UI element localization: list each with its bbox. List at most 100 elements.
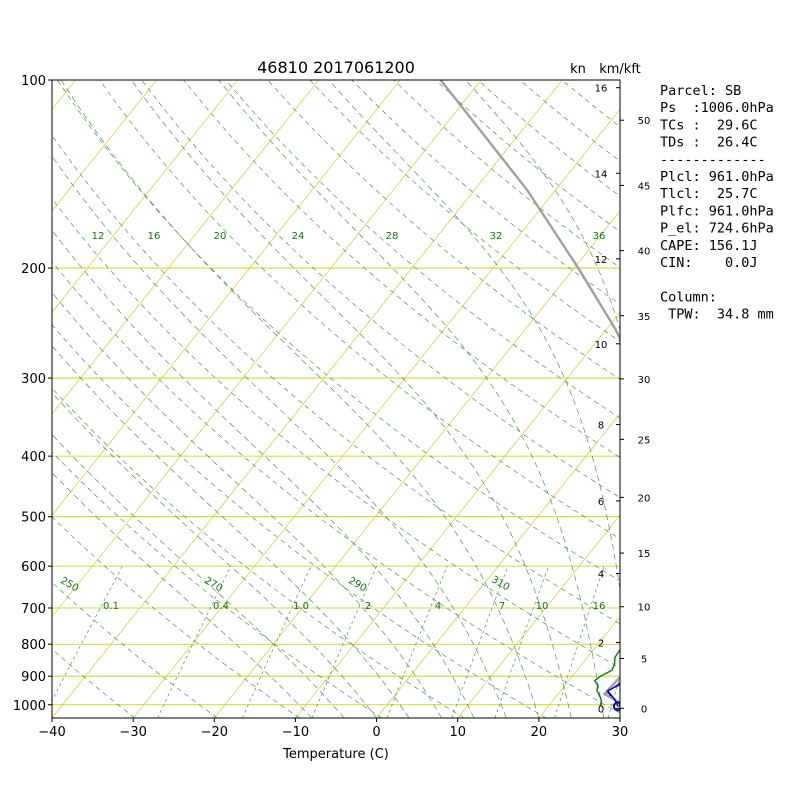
mixing-ratio-line xyxy=(554,566,605,718)
x-axis-label: Temperature (C) xyxy=(282,747,389,762)
pressure-tick-label: 300 xyxy=(21,372,46,387)
moist-adiabat xyxy=(218,80,605,718)
moist-adiabat-label: 12 xyxy=(92,231,105,242)
moist-adiabat-label: 28 xyxy=(386,231,399,242)
mixing-ratio-label: 7 xyxy=(499,601,505,612)
info-line: Plcl: 961.0hPa xyxy=(660,169,774,185)
mixing-ratio-label: 1.0 xyxy=(293,601,309,612)
mixing-ratio-label: 4 xyxy=(435,601,441,612)
dry-adiabat xyxy=(52,717,53,718)
x-tick-label: −20 xyxy=(201,725,228,740)
parcel-profile-line xyxy=(439,80,620,705)
moist-adiabat xyxy=(52,472,312,718)
x-tick-label: −40 xyxy=(38,725,65,740)
kft-tick-label: 15 xyxy=(638,549,651,560)
info-line: TDs : 26.4C xyxy=(660,135,758,151)
profile-layer xyxy=(439,80,679,712)
mixing-ratio-label: 0.1 xyxy=(103,601,119,612)
dry-adiabat xyxy=(52,198,620,669)
pressure-tick-label: 700 xyxy=(21,602,46,617)
dry-adiabat xyxy=(57,80,620,582)
plot-frame xyxy=(51,79,621,719)
dry-adiabat xyxy=(267,80,620,380)
kft-tick-label: 30 xyxy=(638,375,651,386)
moist-adiabat xyxy=(52,292,442,718)
temperature-profile-line xyxy=(606,683,620,707)
km-tick-label: 16 xyxy=(595,84,608,95)
kft-tick-label: 25 xyxy=(638,435,651,446)
moist-adiabat xyxy=(328,80,620,592)
info-line: CIN: 0.0J xyxy=(660,255,758,271)
moist-adiabat xyxy=(52,155,507,718)
mixing-ratio-line xyxy=(494,566,549,718)
isotherm xyxy=(214,210,620,718)
mixing-ratio-line xyxy=(242,566,312,718)
pressure-tick-label: 100 xyxy=(21,74,46,89)
kft-tick-label: 40 xyxy=(638,247,651,258)
moist-adiabat xyxy=(60,80,540,718)
pressure-tick-label: 1000 xyxy=(13,699,46,714)
info-line: P_el: 724.6hPa xyxy=(660,221,774,237)
km-tick-label: 10 xyxy=(595,340,608,351)
info-line: Plfc: 961.0hPa xyxy=(660,203,774,219)
pressure-tick-label: 900 xyxy=(21,670,46,685)
mixing-ratio-label: 10 xyxy=(536,601,549,612)
moist-adiabat xyxy=(131,80,572,718)
kft-tick-label: 45 xyxy=(638,181,651,192)
info-line: Ps :1006.0hPa xyxy=(660,100,774,116)
kn-label: kn xyxy=(570,62,586,77)
chart-title: 46810 2017061200 xyxy=(257,58,415,77)
mixing-ratio-line xyxy=(451,566,509,718)
isotherm xyxy=(295,311,620,718)
mixing-ratio-label: 16 xyxy=(593,601,606,612)
kft-tick-label: 0 xyxy=(641,704,647,715)
km-tick-label: 14 xyxy=(595,169,608,180)
x-tick-label: 20 xyxy=(531,725,548,740)
dry-adiabat xyxy=(52,516,300,718)
isotherm xyxy=(52,80,482,618)
moist-adiabat-label: 20 xyxy=(214,231,227,242)
pressure-tick-label: 600 xyxy=(21,560,46,575)
info-line: TPW: 34.8 mm xyxy=(660,307,774,323)
pressure-tick-label: 400 xyxy=(21,450,46,465)
pressure-tick-label: 200 xyxy=(21,262,46,277)
dry-adiabat xyxy=(183,80,620,458)
x-tick-label: −30 xyxy=(119,725,146,740)
moist-adiabat-label: 24 xyxy=(292,231,305,242)
kft-tick-label: 35 xyxy=(638,312,651,323)
info-line: TCs : 29.6C xyxy=(660,117,758,133)
isotherm xyxy=(132,108,620,718)
x-tick-label: 30 xyxy=(612,725,629,740)
kft-tick-label: 20 xyxy=(638,493,651,504)
dry-adiabat xyxy=(52,261,620,714)
kft-tick-label: 10 xyxy=(638,603,651,614)
dry-adiabat xyxy=(309,80,620,342)
moist-adiabat-label: 16 xyxy=(148,231,161,242)
km-tick-label: 12 xyxy=(595,255,608,266)
surface-marker xyxy=(612,701,620,712)
mixing-ratio-label: 2 xyxy=(365,601,371,612)
km-tick-label: 4 xyxy=(598,569,604,580)
dry-adiabat xyxy=(52,451,382,718)
dewpoint-profile-line xyxy=(593,648,620,707)
x-tick-label: 0 xyxy=(372,725,380,740)
dry-adiabat xyxy=(52,324,547,718)
isotherm xyxy=(376,413,620,718)
moist-adiabat-label: 32 xyxy=(490,231,503,242)
km-tick-label: 8 xyxy=(598,421,604,432)
x-tick-label: 10 xyxy=(449,725,466,740)
moist-adiabat xyxy=(52,345,410,718)
isotherm xyxy=(52,80,320,415)
info-line: Parcel: SB xyxy=(660,83,741,99)
mixing-ratio-line xyxy=(52,566,123,702)
equilibrium-level-marker xyxy=(671,613,679,621)
moist-adiabat xyxy=(52,434,345,718)
info-line: Tlcl: 25.7C xyxy=(660,186,758,202)
info-line: Column: xyxy=(660,289,717,305)
isotherm xyxy=(52,80,401,516)
kft-tick-label: 5 xyxy=(641,654,647,665)
dry-adiabat xyxy=(52,648,136,718)
